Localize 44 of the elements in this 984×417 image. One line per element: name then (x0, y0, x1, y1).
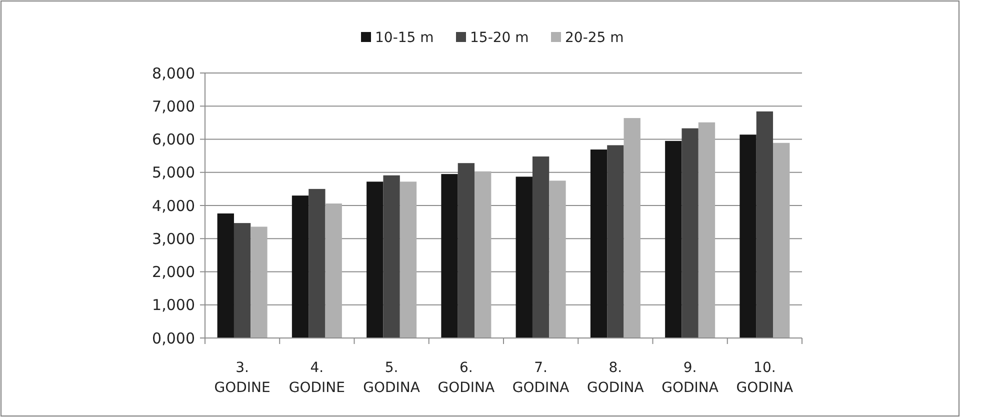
y-tick-label: 2,000 (152, 263, 195, 281)
bar (234, 223, 251, 338)
y-tick-label: 7,000 (152, 97, 195, 116)
bar (590, 150, 608, 338)
y-tick-label: 6,000 (152, 130, 195, 148)
x-tick-label: 3. GODINE (214, 360, 270, 396)
legend-label: 15-20 m (470, 30, 529, 46)
bar (516, 176, 532, 338)
bar (458, 163, 475, 338)
bar (441, 174, 458, 338)
bar (698, 122, 716, 338)
x-tick-label: 7. GODINA (512, 360, 570, 396)
bar (474, 171, 492, 338)
bar (308, 188, 326, 338)
bar (607, 145, 624, 338)
bar (549, 180, 566, 338)
y-tick-label: 0,000 (152, 329, 195, 348)
y-tick-label: 4,000 (152, 196, 195, 215)
x-tick-label: 9. GODINA (662, 360, 719, 396)
bar (400, 182, 417, 338)
bar (740, 134, 756, 338)
y-tick-label: 5,000 (152, 164, 195, 182)
bar (624, 118, 640, 338)
x-tick-label: 4. GODINE (288, 360, 345, 396)
bar (756, 111, 774, 338)
x-tick-label: 10. GODINA (736, 360, 794, 396)
bar (366, 182, 384, 338)
y-tick-label: 3,000 (152, 230, 195, 248)
x-tick-label: 5. GODINA (363, 360, 420, 396)
bar (383, 175, 400, 338)
legend-label: 20-25 m (565, 30, 624, 46)
legend-label: 10-15 m (375, 30, 434, 46)
y-tick-label: 1,000 (152, 296, 195, 314)
bar (665, 140, 682, 338)
bar (217, 213, 234, 338)
bar (292, 196, 309, 338)
x-tick-label: 6. GODINA (438, 360, 496, 396)
bar (250, 226, 268, 338)
x-tick-label: 8. GODINA (587, 360, 644, 396)
bar (325, 204, 342, 338)
bar (773, 142, 790, 338)
bar (682, 128, 698, 338)
y-tick-label: 8,000 (152, 64, 195, 82)
bar (532, 156, 550, 338)
